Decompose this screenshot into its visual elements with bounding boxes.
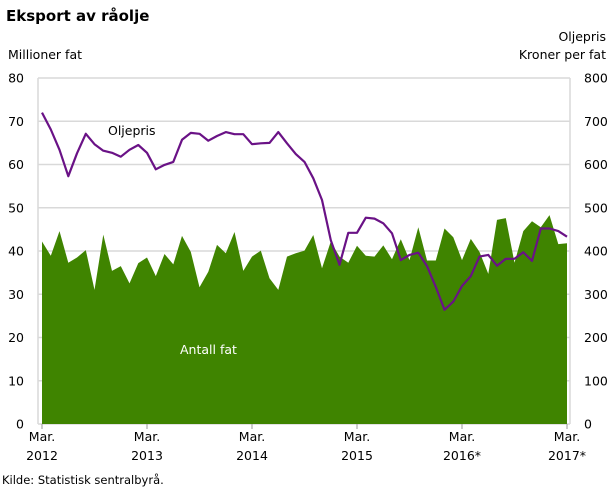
left-tick-label: 80 [8,71,24,86]
left-axis-label: Millioner fat [8,47,82,62]
x-tick-label-year: 2017* [548,448,586,463]
chart-title: Eksport av råolje [6,7,149,25]
x-tick-label-year: 2015 [341,448,373,463]
left-tick-label: 60 [8,157,24,172]
right-tick-label: 600 [584,157,608,172]
left-tick-label: 50 [8,200,24,215]
right-axis-label-1: Oljepris [558,29,606,44]
x-tick-label-month: Mar. [29,429,55,444]
right-tick-label: 0 [584,417,592,432]
area-antall-fat [42,215,567,424]
right-tick-label: 700 [584,114,608,129]
left-tick-label: 30 [8,287,24,302]
right-tick-label: 100 [584,373,608,388]
right-tick-label: 300 [584,287,608,302]
right-tick-label: 500 [584,200,608,215]
x-tick-label-year: 2014 [236,448,268,463]
left-tick-label: 10 [8,373,24,388]
x-tick-label-year: 2016* [443,448,481,463]
left-tick-label: 0 [16,417,24,432]
x-tick-label-month: Mar. [449,429,475,444]
series-label-oljepris: Oljepris [108,123,156,138]
left-tick-label: 40 [8,244,24,259]
x-tick-label-month: Mar. [134,429,160,444]
x-tick-label-month: Mar. [554,429,580,444]
right-tick-label: 800 [584,71,608,86]
source-note: Kilde: Statistisk sentralbyrå. [2,473,164,487]
x-tick-label-month: Mar. [239,429,265,444]
left-tick-label: 70 [8,114,24,129]
left-tick-label: 20 [8,330,24,345]
x-tick-label-year: 2013 [131,448,163,463]
x-tick-label-year: 2012 [26,448,58,463]
line-oljepris [41,112,568,311]
right-axis-label-2: Kroner per fat [519,47,606,62]
right-tick-label: 200 [584,330,608,345]
right-tick-label: 400 [584,244,608,259]
x-tick-label-month: Mar. [344,429,370,444]
series-label-antall-fat: Antall fat [180,342,237,357]
